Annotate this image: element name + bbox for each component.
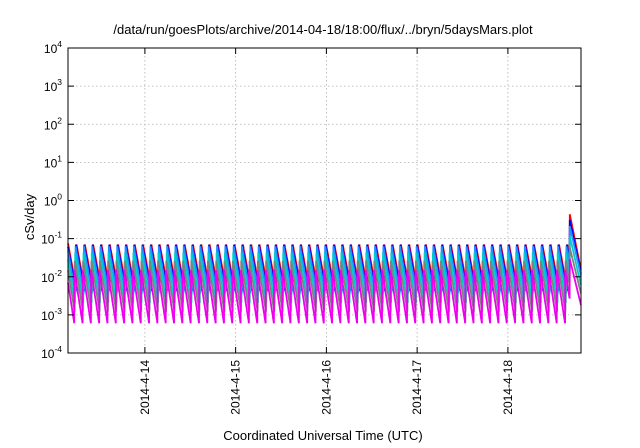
- y-tick-base: 10: [44, 42, 58, 56]
- y-tick-label: 10-4: [41, 344, 62, 361]
- y-axis-label: cSv/day: [22, 193, 37, 240]
- y-tick-exponent: -2: [54, 268, 62, 278]
- y-tick-exponent: -1: [54, 230, 62, 240]
- y-tick-label: 104: [44, 39, 62, 56]
- y-tick-exponent: 0: [57, 192, 62, 202]
- series-line: [67, 258, 582, 324]
- y-tick-label: 101: [44, 153, 62, 170]
- y-tick-exponent: 2: [57, 115, 62, 125]
- series-line: [67, 247, 582, 312]
- y-tick-label: 103: [44, 77, 62, 94]
- y-tick-label: 10-2: [41, 268, 62, 285]
- y-tick-exponent: -3: [54, 306, 62, 316]
- y-tick-exponent: -4: [54, 344, 62, 354]
- y-tick-base: 10: [44, 195, 58, 209]
- y-tick-base: 10: [44, 156, 58, 170]
- x-tick-label: 2014-4-15: [229, 360, 243, 415]
- x-tick-label: 2014-4-17: [410, 360, 424, 415]
- y-tick-exponent: 1: [57, 153, 62, 163]
- y-tick-base: 10: [44, 118, 58, 132]
- y-tick-base: 10: [41, 271, 55, 285]
- y-tick-exponent: 4: [57, 39, 62, 49]
- series-layer: [67, 214, 582, 324]
- chart-title: /data/run/goesPlots/archive/2014-04-18/1…: [113, 22, 533, 37]
- y-tick-label: 100: [44, 192, 62, 209]
- x-tick-label: 2014-4-16: [319, 360, 333, 415]
- y-tick-base: 10: [41, 347, 55, 361]
- x-tick-label: 2014-4-14: [138, 360, 152, 415]
- y-tick-exponent: 3: [57, 77, 62, 87]
- y-tick-label: 102: [44, 115, 62, 132]
- x-axis: 2014-4-14 2014-4-15 2014-4-16 2014-4-17 2014…: [138, 48, 515, 415]
- y-tick-base: 10: [41, 309, 55, 323]
- x-tick-label: 2014-4-18: [501, 360, 515, 415]
- y-tick-base: 10: [41, 233, 55, 247]
- y-tick-label: 10-3: [41, 306, 62, 323]
- x-axis-label: Coordinated Universal Time (UTC): [223, 428, 422, 443]
- y-tick-base: 10: [44, 80, 58, 94]
- y-tick-label: 10-1: [41, 230, 62, 247]
